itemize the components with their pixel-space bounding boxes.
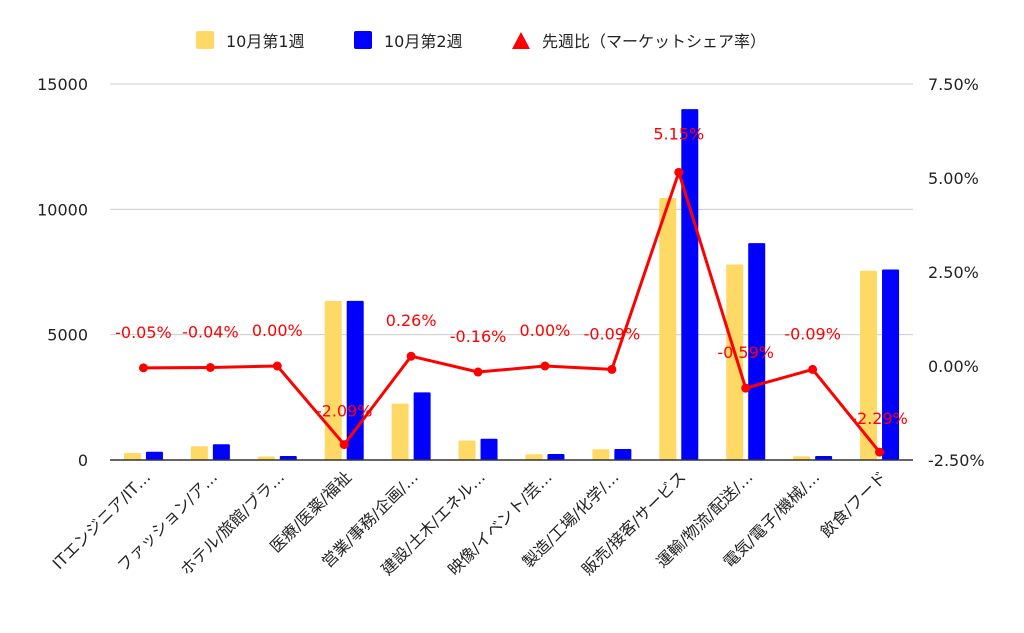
bar-week1 [592, 449, 610, 460]
bar-week2 [547, 453, 565, 460]
bar-week1 [324, 300, 342, 460]
bar-week2 [413, 392, 431, 460]
share-ratio-point [473, 367, 483, 377]
bar-week2 [145, 451, 163, 460]
legend-swatch-share-ratio [512, 32, 530, 49]
share-ratio-point [205, 363, 215, 373]
legend-label: 10月第2週 [384, 32, 463, 51]
data-label: -0.09% [584, 324, 641, 343]
bar-week1 [525, 454, 543, 460]
bar-week2 [212, 444, 230, 460]
share-ratio-point [138, 363, 148, 373]
share-ratio-point [875, 447, 885, 457]
y-right-tick-label: -2.50% [928, 451, 985, 470]
y-left-tick-label: 5000 [47, 326, 88, 345]
share-ratio-point [339, 440, 349, 450]
share-ratio-point [741, 383, 751, 393]
data-label: -0.05% [115, 323, 172, 342]
data-label: -2.09% [316, 402, 373, 421]
data-label: 5.15% [653, 124, 704, 143]
bar-week2 [346, 300, 364, 460]
data-label: -2.29% [851, 409, 908, 428]
legend-swatch-week1 [196, 31, 214, 49]
y-right-tick-label: 2.50% [928, 263, 979, 282]
share-ratio-point [674, 167, 684, 177]
bar-week2 [748, 243, 766, 460]
bar-week2 [279, 455, 297, 460]
legend-label: 10月第1週 [226, 32, 305, 51]
share-ratio-point [540, 361, 550, 371]
data-label: -0.59% [717, 343, 774, 362]
y-left-tick-label: 0 [78, 451, 88, 470]
bar-week1 [123, 452, 141, 460]
bar-week1 [257, 456, 275, 460]
bar-week1 [190, 446, 208, 460]
share-ratio-point [808, 364, 818, 374]
legend-swatch-week2 [354, 31, 372, 49]
y-right-tick-label: 5.00% [928, 169, 979, 188]
bar-week1 [659, 198, 677, 460]
data-label: -0.04% [182, 323, 239, 342]
bar-week2 [614, 448, 632, 460]
share-ratio-point [406, 351, 416, 361]
share-ratio-point [607, 364, 617, 374]
data-label: -0.16% [450, 327, 507, 346]
y-right-tick-label: 7.50% [928, 75, 979, 94]
y-left-tick-label: 10000 [37, 200, 88, 219]
share-ratio-line [143, 170, 881, 454]
bar-week1 [860, 270, 878, 460]
y-left-tick-label: 15000 [37, 75, 88, 94]
share-ratio-point [272, 361, 282, 371]
bar-week2 [882, 269, 900, 460]
bar-week2 [815, 455, 833, 460]
bar-week2 [681, 109, 699, 461]
bar-week2 [480, 438, 498, 460]
bar-week1 [726, 264, 744, 460]
bar-week1 [458, 440, 476, 460]
y-right-tick-label: 0.00% [928, 357, 979, 376]
data-label: 0.26% [386, 311, 437, 330]
legend-label: 先週比（マーケットシェア率） [542, 32, 766, 51]
data-label: -0.09% [784, 324, 841, 343]
data-label: 0.00% [520, 321, 571, 340]
bar-week1 [793, 456, 811, 460]
data-label: 0.00% [252, 321, 303, 340]
bar-week1 [391, 403, 409, 460]
x-tick-label: 飲食/フード [817, 467, 891, 541]
